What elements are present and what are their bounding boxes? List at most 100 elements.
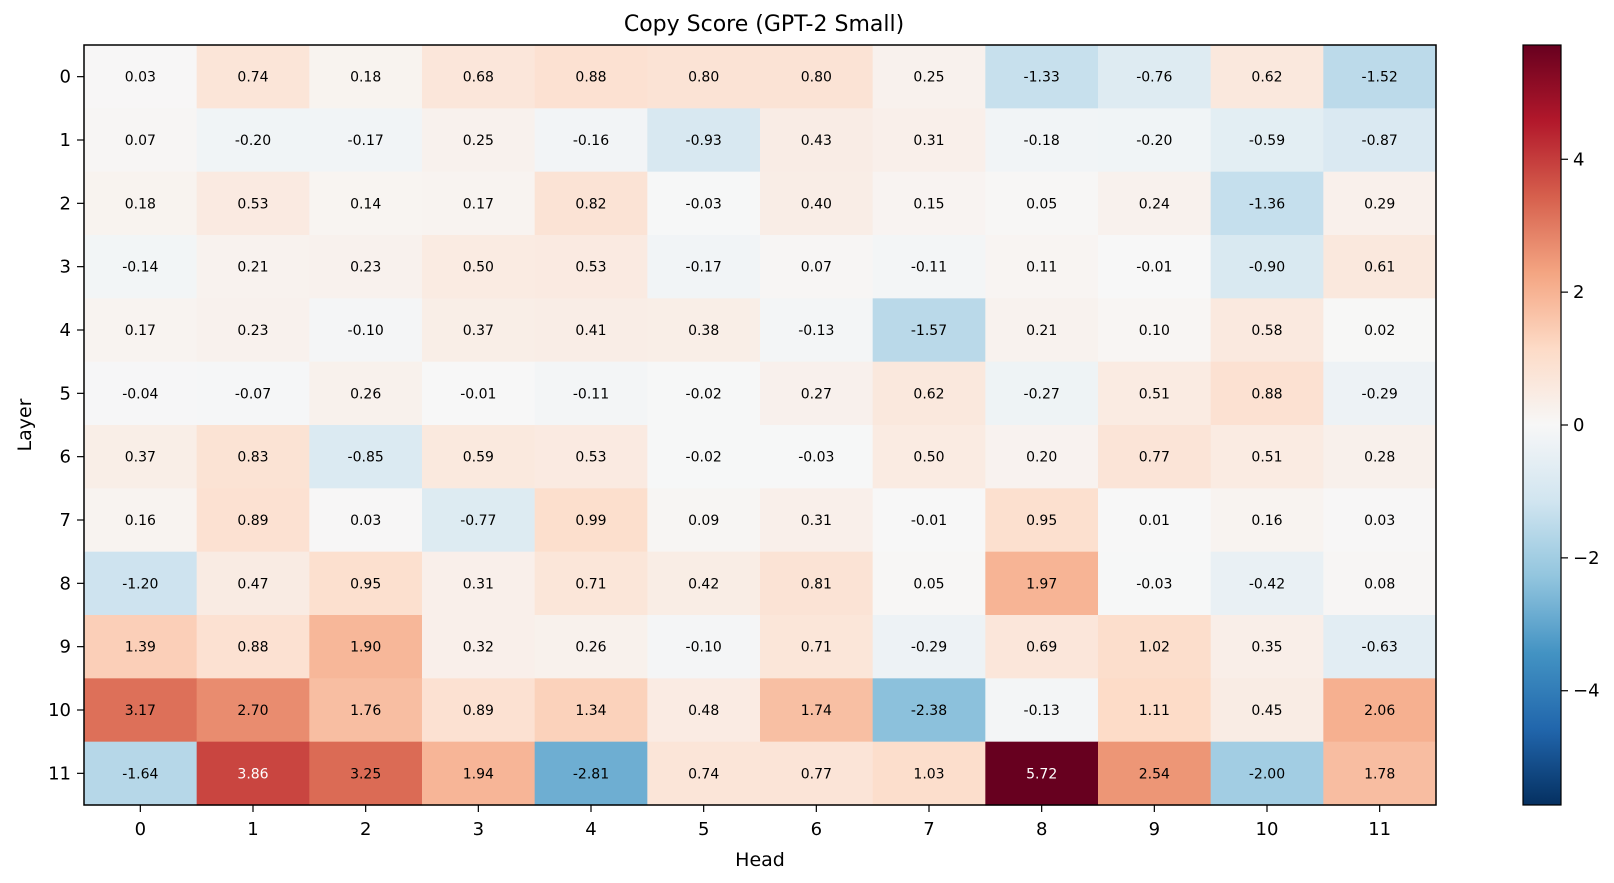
cell-value-label: 0.03 <box>1364 513 1395 529</box>
cell-value-label: 0.17 <box>463 196 494 212</box>
cell-value-label: 1.90 <box>350 640 381 656</box>
cell-value-label: -0.29 <box>1362 386 1398 402</box>
cell-value-label: 0.15 <box>913 196 944 212</box>
y-axis: 0 1 2 3 4 5 6 7 8 9 10 11 <box>48 67 84 784</box>
heatmap-cell <box>309 235 423 299</box>
colorbar-tick-label: 2 <box>1573 282 1584 303</box>
cell-value-label: 1.03 <box>913 766 944 782</box>
cell-value-label: 2.06 <box>1364 703 1395 719</box>
heatmap-cell <box>534 488 648 553</box>
heatmap-cell <box>84 741 198 806</box>
cell-value-label: 0.17 <box>125 323 156 339</box>
cell-value-label: 0.74 <box>688 766 719 782</box>
cell-value-label: 0.50 <box>463 260 494 276</box>
cell-labels: 0.03 0.74 0.18 0.68 0.88 0.80 0.80 0.25 -1.33 -0.… <box>122 70 1398 783</box>
cell-value-label: 0.77 <box>801 766 832 782</box>
cell-value-label: 0.45 <box>1251 703 1282 719</box>
cell-value-label: -0.29 <box>911 640 947 656</box>
heatmap-cell <box>422 108 536 173</box>
cell-value-label: -0.10 <box>686 640 722 656</box>
cell-value-label: -0.03 <box>1136 576 1172 592</box>
heatmap-cell <box>1098 108 1212 173</box>
heatmap-cell <box>196 425 310 489</box>
heatmap-cell <box>1323 425 1437 489</box>
y-tick-label: 2 <box>60 193 71 214</box>
heatmap-cell <box>647 235 761 299</box>
cell-value-label: 0.61 <box>1364 260 1395 276</box>
heatmap-cell <box>872 235 986 299</box>
cell-value-label: 0.62 <box>1251 70 1282 86</box>
x-tick-label: 6 <box>811 819 822 840</box>
cell-value-label: 0.25 <box>913 70 944 86</box>
cell-value-label: -2.00 <box>1249 766 1285 782</box>
heatmap-cell <box>1210 678 1324 743</box>
cell-value-label: 0.31 <box>801 513 832 529</box>
y-tick-label: 7 <box>60 510 71 531</box>
heatmap-cell <box>422 741 536 806</box>
x-tick-label: 4 <box>585 819 596 840</box>
x-tick-label: 2 <box>360 819 371 840</box>
heatmap-cell <box>760 551 874 616</box>
cell-value-label: 0.82 <box>575 196 606 212</box>
heatmap-cell <box>647 678 761 743</box>
heatmap-cell <box>985 108 1099 173</box>
heatmap-cell <box>196 551 310 616</box>
heatmap-cell <box>84 488 198 553</box>
cell-value-label: 5.72 <box>1026 766 1057 782</box>
heatmap-cell <box>309 678 423 743</box>
heatmap-cell <box>760 361 874 426</box>
cell-value-label: -0.77 <box>460 513 496 529</box>
cell-value-label: 1.39 <box>125 640 156 656</box>
heatmap-cell <box>84 551 198 616</box>
x-tick-label: 8 <box>1036 819 1047 840</box>
y-tick-label: 3 <box>60 257 71 278</box>
heatmap-cell <box>1323 45 1437 109</box>
y-axis-label: Layer <box>14 398 36 451</box>
heatmap-cell <box>309 488 423 553</box>
cell-value-label: -0.07 <box>235 386 271 402</box>
cell-value-label: -0.18 <box>1024 133 1060 149</box>
heatmap-cell <box>985 361 1099 426</box>
heatmap-cell <box>760 678 874 743</box>
cell-value-label: 0.51 <box>1251 450 1282 466</box>
cell-value-label: 0.23 <box>237 323 268 339</box>
cell-value-label: 1.76 <box>350 703 381 719</box>
heatmap-cell <box>872 45 986 109</box>
cell-value-label: -1.33 <box>1024 70 1060 86</box>
heatmap-cell <box>760 171 874 236</box>
cell-value-label: -0.63 <box>1362 640 1398 656</box>
heatmap-cell <box>534 425 648 489</box>
cell-value-label: 3.86 <box>237 766 268 782</box>
cell-value-label: 0.21 <box>237 260 268 276</box>
heatmap-cell <box>760 108 874 173</box>
cell-value-label: 0.99 <box>575 513 606 529</box>
heatmap-cell <box>985 615 1099 679</box>
heatmap-cell <box>309 45 423 109</box>
heatmap-cell <box>1098 678 1212 743</box>
heatmap-cell <box>872 741 986 806</box>
cell-value-label: 0.71 <box>575 576 606 592</box>
y-tick-label: 11 <box>48 763 71 784</box>
cell-value-label: 0.50 <box>913 450 944 466</box>
colorbar <box>1522 44 1562 806</box>
heatmap-cell <box>872 298 986 363</box>
heatmap-cell <box>1210 298 1324 363</box>
cell-value-label: -0.90 <box>1249 260 1285 276</box>
y-tick-label: 5 <box>60 383 71 404</box>
heatmap-cell <box>84 235 198 299</box>
y-tick-label: 4 <box>60 320 71 341</box>
cell-value-label: -0.76 <box>1136 70 1172 86</box>
cell-value-label: 0.32 <box>463 640 494 656</box>
cell-value-label: 0.20 <box>1026 450 1057 466</box>
heatmap-cell <box>985 488 1099 553</box>
colorbar-ticks: −4 −2 0 2 4 <box>1561 149 1600 702</box>
cell-value-label: 0.23 <box>350 260 381 276</box>
cell-value-label: 0.21 <box>1026 323 1057 339</box>
cell-value-label: -0.02 <box>686 450 722 466</box>
heatmap-cell <box>309 171 423 236</box>
heatmap-cell <box>534 551 648 616</box>
heatmap-cell <box>422 425 536 489</box>
heatmap-cell <box>309 425 423 489</box>
heatmap-cell <box>422 235 536 299</box>
heatmap-cell <box>647 425 761 489</box>
